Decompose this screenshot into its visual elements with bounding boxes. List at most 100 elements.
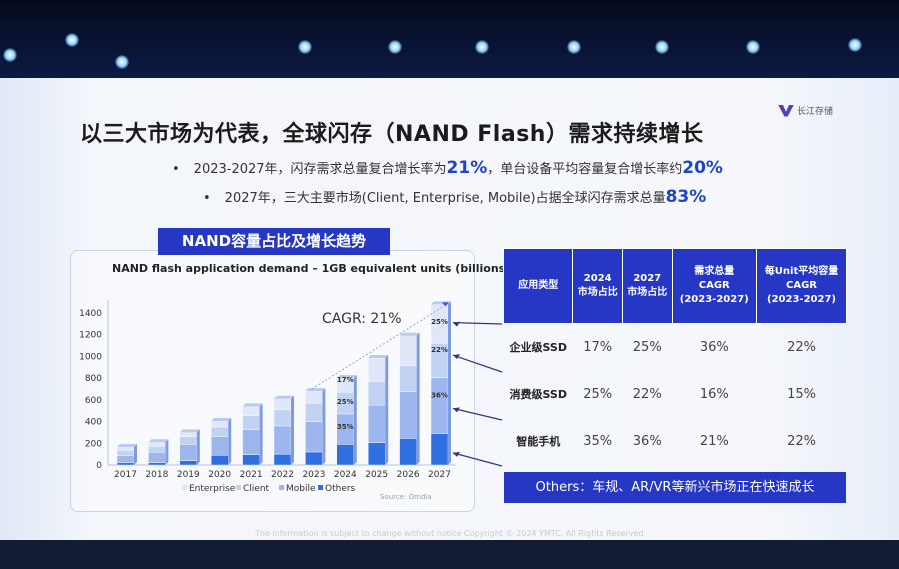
legend-swatch bbox=[236, 485, 241, 490]
bar-segment-enterprise bbox=[242, 406, 260, 416]
table-cell: 25% bbox=[583, 386, 613, 402]
bar-segment-mobile bbox=[399, 391, 417, 439]
arrowhead-icon bbox=[453, 321, 460, 327]
bar-side bbox=[291, 395, 294, 465]
y-tick-label: 1000 bbox=[79, 352, 102, 362]
x-tick-label: 2019 bbox=[177, 470, 200, 480]
bar-segment-mobile bbox=[305, 421, 323, 453]
bar-segment-client bbox=[399, 365, 417, 392]
bullet-1: • 2023-2027年，闪存需求总量复合增长率为21%，单台设备平均容量复合增长… bbox=[172, 158, 723, 178]
bar-segment-others bbox=[210, 455, 229, 466]
pointer-arrow-icon bbox=[452, 354, 503, 373]
bar-segment-client bbox=[116, 450, 135, 456]
table-cell: 25% bbox=[632, 339, 662, 355]
x-tick-label: 2027 bbox=[428, 470, 451, 480]
table-cell: 22% bbox=[787, 433, 816, 449]
stage-light-icon bbox=[567, 40, 581, 54]
x-tick-label: 2022 bbox=[271, 470, 294, 480]
y-tick-label: 600 bbox=[85, 396, 102, 406]
bar-top bbox=[399, 332, 420, 336]
table-cell: 36% bbox=[699, 339, 729, 355]
bar-top bbox=[368, 355, 389, 359]
stage-light-icon bbox=[848, 38, 862, 52]
bar-segment-others bbox=[273, 453, 292, 466]
stage-light-icon bbox=[475, 40, 489, 54]
bar-segment-others bbox=[399, 438, 417, 466]
legend-label: Client bbox=[243, 484, 270, 494]
bullet-2: • 2027年，三大主要市场(Client, Enterprise, Mobile… bbox=[203, 187, 706, 207]
bar-segment-client bbox=[179, 436, 198, 445]
table-row: 企业级SSD 17% 25% 36% 22% bbox=[504, 324, 847, 371]
pointer-arrow-icon bbox=[452, 322, 503, 325]
stage-light-icon bbox=[298, 40, 312, 54]
bar-segment-others bbox=[148, 462, 166, 466]
bar-segment-enterprise bbox=[399, 335, 417, 366]
table-cell: 17% bbox=[583, 339, 613, 355]
bar-segment-mobile bbox=[116, 455, 135, 464]
bar-side bbox=[196, 429, 200, 465]
y-tick-label: 200 bbox=[85, 439, 102, 449]
table-header: 每Unit平均容量 CAGR (2023-2027) bbox=[756, 248, 847, 324]
y-tick-label: 800 bbox=[85, 374, 102, 384]
market-table: 应用类型 2024 市场占比 2027 市场占比 需求总量 CAGR (2023-20… bbox=[502, 248, 847, 465]
stage-light-icon bbox=[115, 55, 129, 69]
bar-segment-mobile bbox=[148, 452, 166, 463]
bullet-text: 2023-2027年，闪存需求总量复合增长率为 bbox=[193, 162, 447, 177]
bar-side bbox=[353, 375, 357, 465]
bullet-dot: • bbox=[203, 191, 211, 206]
bar-side bbox=[385, 355, 389, 465]
bar-segment-others bbox=[336, 444, 354, 466]
bar-segment-client bbox=[305, 402, 323, 422]
stage-light-icon bbox=[746, 40, 760, 54]
highlight: 83% bbox=[665, 187, 707, 207]
y-tick-label: 400 bbox=[85, 418, 102, 428]
table-header: 需求总量 CAGR (2023-2027) bbox=[671, 248, 758, 324]
table-header: 应用类型 bbox=[502, 248, 574, 324]
y-tick-label: 0 bbox=[96, 461, 102, 471]
table-row: 智能手机 35% 36% 21% 22% bbox=[504, 418, 847, 465]
bar-segment-mobile bbox=[242, 429, 260, 455]
table-cell: 22% bbox=[632, 386, 662, 402]
table-header: 2027 市场占比 bbox=[621, 248, 673, 324]
bar-segment-mobile bbox=[210, 436, 229, 456]
bar-segment-mobile bbox=[430, 377, 449, 434]
bar-top bbox=[274, 395, 294, 399]
bar-segment-others bbox=[430, 433, 449, 466]
bar-top bbox=[211, 418, 232, 422]
stage-light-icon bbox=[65, 33, 79, 47]
bar-top bbox=[179, 429, 200, 433]
legend-swatch bbox=[182, 485, 187, 490]
bar-segment-enterprise bbox=[210, 420, 229, 428]
x-tick-label: 2018 bbox=[145, 470, 168, 480]
chart-title: NAND flash application demand – 1GB equi… bbox=[112, 262, 511, 275]
arrowhead-icon bbox=[453, 407, 460, 413]
bar-segment-client bbox=[273, 409, 292, 427]
chart-banner: NAND容量占比及增长趋势 bbox=[158, 228, 390, 255]
x-tick-label: 2024 bbox=[334, 470, 357, 480]
bar-top bbox=[336, 375, 357, 379]
bar-segment-enterprise bbox=[116, 446, 135, 451]
table-cell: 35% bbox=[583, 433, 613, 449]
bar-side bbox=[228, 418, 232, 465]
bar-segment-others bbox=[305, 451, 323, 466]
x-tick-label: 2025 bbox=[365, 470, 388, 480]
row-label: 智能手机 bbox=[516, 435, 561, 448]
bullet-text: ，单台设备平均容量复合增长率约 bbox=[487, 162, 683, 177]
bar-segment-mobile bbox=[179, 444, 198, 461]
bar-segment-others bbox=[116, 462, 135, 466]
table-cell: 15% bbox=[787, 386, 816, 402]
bar-segment-enterprise bbox=[179, 432, 198, 437]
stacked-bar-chart: 0 200 400 600 800 1000 1200 1400 2017 2018 2019 202… bbox=[79, 300, 503, 501]
bar-segment-others bbox=[179, 460, 198, 466]
trend-arrow-icon bbox=[442, 302, 449, 307]
share-label: 35% bbox=[337, 423, 354, 431]
table-header: 2024 市场占比 bbox=[572, 248, 623, 324]
bar-side bbox=[322, 388, 326, 465]
legend-swatch bbox=[318, 485, 323, 490]
table-cell: 22% bbox=[787, 339, 816, 355]
x-tick-label: 2026 bbox=[397, 470, 420, 480]
table-cell: 36% bbox=[632, 433, 662, 449]
arrowhead-icon bbox=[453, 451, 460, 457]
bar-segment-mobile bbox=[273, 425, 292, 455]
table-row: 消费级SSD 25% 22% 16% 15% bbox=[504, 371, 847, 418]
